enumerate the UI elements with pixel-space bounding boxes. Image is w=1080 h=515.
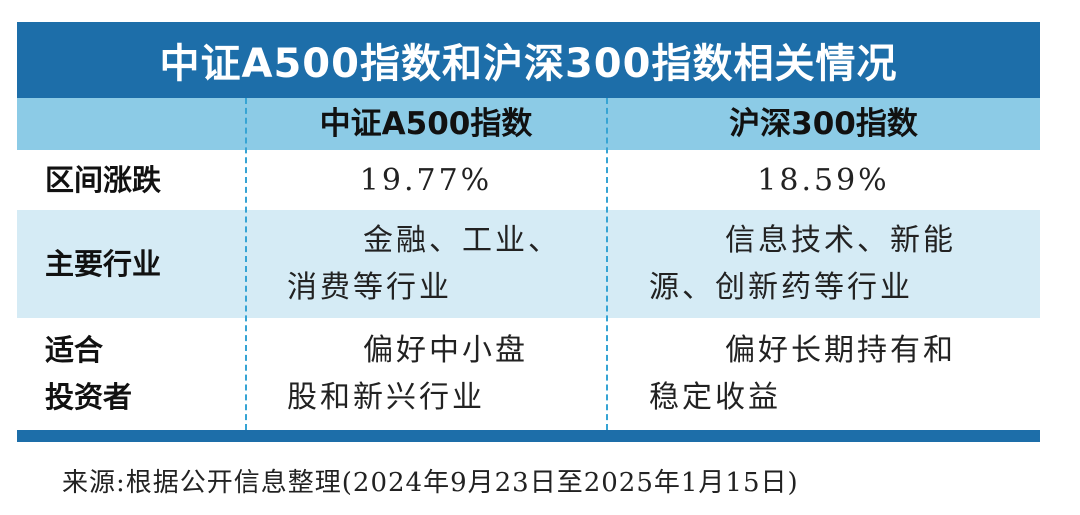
divider xyxy=(245,98,247,430)
cell-text: 金融、工业、 xyxy=(363,223,561,258)
cell-text: 消费等行业 xyxy=(287,270,452,305)
bottom-bar xyxy=(17,430,1040,442)
cell-text: 19.77% xyxy=(359,162,493,198)
row-label: 区间涨跌 xyxy=(45,162,162,197)
title-bar: 中证A500指数和沪深300指数相关情况 xyxy=(17,22,1040,98)
row-label: 投资者 xyxy=(45,380,133,414)
cell-text: 18.59% xyxy=(757,162,890,198)
divider xyxy=(606,98,608,430)
row-label: 主要行业 xyxy=(45,246,162,281)
column-header: 沪深300指数 xyxy=(729,106,918,142)
cell-text: 稳定收益 xyxy=(649,380,781,415)
column-header: 中证A500指数 xyxy=(319,106,533,142)
source-note: 来源:根据公开信息整理(2024年9月23日至2025年1月15日) xyxy=(62,468,799,498)
cell-text: 信息技术、新能 xyxy=(725,223,956,258)
row-label: 适合 xyxy=(45,333,104,367)
row-background xyxy=(17,150,1040,210)
cell-text: 偏好长期持有和 xyxy=(725,333,956,368)
cell-text: 偏好中小盘 xyxy=(363,333,528,368)
cell-text: 股和新兴行业 xyxy=(287,380,485,415)
row-background xyxy=(17,210,1040,318)
header-row xyxy=(17,98,1040,150)
cell-text: 源、创新药等行业 xyxy=(649,270,913,305)
row-background xyxy=(17,318,1040,430)
